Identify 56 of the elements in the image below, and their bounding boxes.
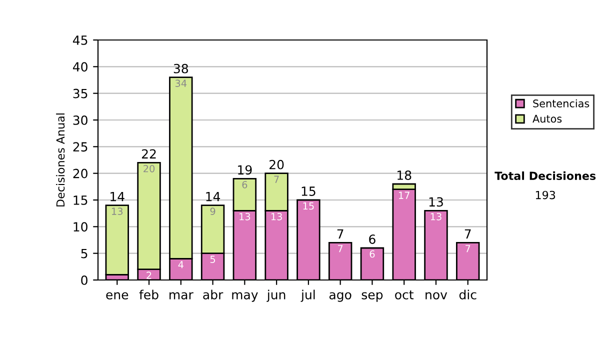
- legend-label: Autos: [532, 114, 562, 123]
- data-label: 13: [271, 212, 282, 220]
- data-label: 7: [338, 245, 343, 252]
- y-tick-label: 5: [81, 248, 88, 258]
- total-label: 13: [429, 197, 443, 207]
- x-tick-label: ago: [329, 292, 352, 302]
- y-tick-label: 10: [74, 222, 88, 232]
- x-tick-label: ene: [106, 292, 128, 300]
- y-tick-label: 45: [72, 36, 88, 45]
- total-label: 22: [142, 149, 156, 158]
- total-label: 14: [206, 192, 220, 202]
- data-label: 6: [242, 180, 248, 188]
- x-tick-label: sep: [362, 292, 383, 302]
- data-label: 7: [274, 176, 279, 183]
- y-tick-label: 40: [72, 62, 88, 72]
- total-label: 15: [302, 186, 316, 196]
- data-label: 9: [210, 208, 216, 215]
- data-label: 13: [430, 212, 442, 220]
- x-tick-label: abr: [203, 290, 224, 300]
- legend-label: Sentencias: [533, 99, 590, 108]
- data-label: 7: [466, 245, 470, 252]
- total-label: 6: [369, 234, 376, 244]
- data-label: 15: [303, 202, 314, 210]
- x-tick-label: mar: [170, 292, 194, 300]
- data-label: 13: [112, 208, 123, 215]
- x-tick-label: feb: [139, 290, 158, 300]
- y-tick-label: 20: [73, 168, 88, 178]
- x-tick-label: jun: [266, 290, 286, 302]
- x-tick-label: jul: [300, 290, 315, 302]
- x-tick-label: may: [232, 292, 258, 302]
- y-axis-title: Decisiones Anual: [56, 114, 65, 206]
- data-label: 4: [178, 261, 184, 268]
- y-tick-label: 25: [73, 142, 88, 152]
- data-label: 34: [175, 80, 187, 87]
- data-label: 13: [240, 212, 250, 220]
- y-tick-label: 30: [73, 115, 88, 125]
- y-tick-label: 15: [74, 196, 88, 205]
- x-tick-label: oct: [395, 290, 414, 300]
- data-label: 20: [144, 164, 155, 172]
- total-label: 7: [464, 229, 471, 238]
- data-label: 6: [370, 250, 375, 258]
- text: 193: [536, 190, 556, 200]
- total-label: 19: [238, 165, 252, 175]
- y-tick-label: 0: [81, 275, 88, 285]
- text: Total Decisiones: [494, 171, 596, 180]
- total-label: 7: [337, 229, 344, 238]
- data-label: 2: [146, 272, 152, 279]
- total-label: 14: [110, 192, 124, 202]
- data-label: 17: [398, 192, 410, 199]
- total-label: 38: [174, 64, 188, 74]
- y-tick-label: 35: [73, 88, 88, 98]
- total-label: 18: [398, 170, 412, 180]
- x-tick-label: dic: [459, 290, 476, 300]
- data-label: 5: [210, 256, 216, 263]
- x-tick-label: nov: [426, 292, 448, 300]
- total-label: 20: [270, 160, 284, 170]
